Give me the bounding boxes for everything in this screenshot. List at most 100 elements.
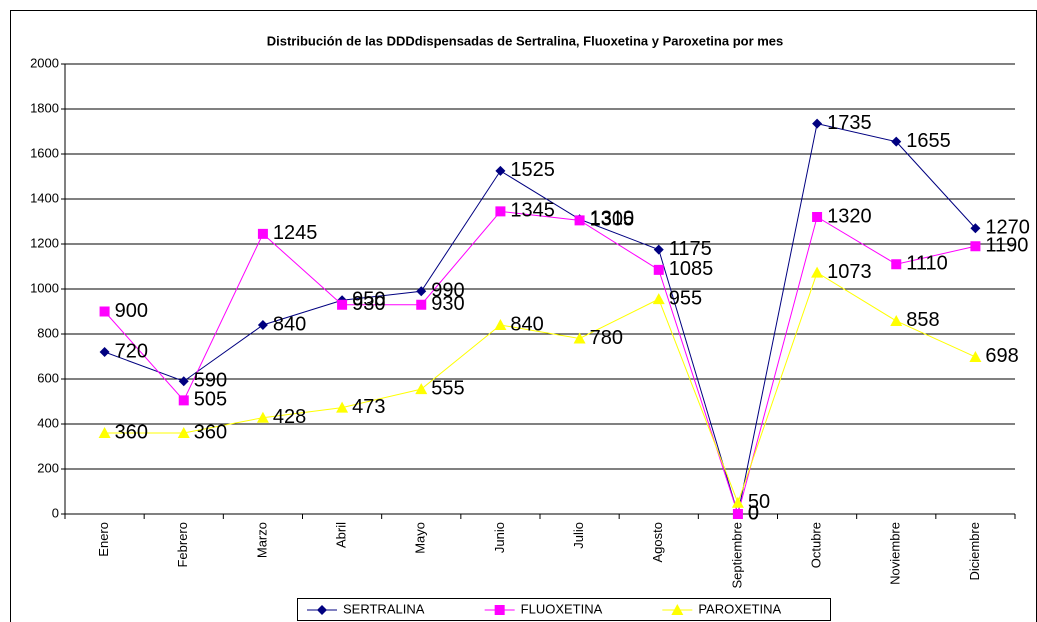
chart-title: Distribución de las DDDdispensadas de Se… — [267, 33, 784, 48]
series-line — [104, 210, 976, 516]
marker — [653, 264, 664, 275]
x-tick-label: Mayo — [413, 522, 428, 554]
legend-label: SERTRALINA — [343, 601, 425, 616]
y-tick-label: 1400 — [30, 190, 59, 205]
data-label: 1175 — [669, 238, 712, 260]
marker — [337, 299, 348, 310]
legend: SERTRALINA FLUOXETINA PAROXETINA — [297, 598, 831, 621]
data-label: 780 — [590, 327, 623, 349]
marker — [891, 259, 902, 270]
data-label: 1305 — [590, 209, 635, 231]
marker — [890, 314, 903, 326]
data-label: 1190 — [985, 235, 1028, 257]
y-tick-label: 1600 — [30, 145, 59, 160]
data-label: 1085 — [669, 258, 714, 280]
marker — [891, 136, 902, 147]
marker — [177, 427, 190, 438]
data-label: 0 — [748, 502, 759, 524]
marker — [257, 228, 268, 239]
marker — [573, 332, 586, 344]
x-tick-label: Abril — [334, 522, 349, 548]
data-label: 698 — [985, 345, 1018, 367]
data-label: 1320 — [827, 205, 872, 227]
marker — [178, 376, 189, 387]
legend-marker — [317, 605, 327, 615]
x-tick-label: Junio — [492, 522, 507, 553]
data-label: 720 — [115, 340, 148, 362]
legend-label: PAROXETINA — [698, 601, 781, 616]
marker — [98, 427, 111, 438]
series-line — [104, 271, 976, 505]
y-tick-label: 200 — [37, 460, 59, 475]
data-label: 1655 — [906, 130, 951, 152]
data-label: 360 — [115, 421, 148, 443]
marker — [495, 206, 506, 217]
marker — [970, 241, 981, 252]
data-label: 1735 — [827, 112, 872, 134]
legend-marker — [494, 605, 505, 615]
marker — [812, 212, 823, 222]
legend-box — [297, 598, 831, 621]
legend-label: FLUOXETINA — [521, 601, 603, 616]
x-tick-label: Marzo — [254, 522, 269, 558]
data-label: 990 — [431, 280, 464, 302]
marker — [178, 395, 189, 406]
marker — [652, 293, 665, 305]
marker — [415, 383, 428, 395]
data-label: 840 — [273, 313, 306, 335]
marker — [256, 411, 269, 423]
data-label: 950 — [352, 289, 385, 311]
marker — [416, 299, 427, 310]
y-tick-label: 600 — [37, 370, 59, 385]
data-label: 930 — [431, 293, 464, 315]
y-tick-label: 1000 — [30, 280, 59, 295]
y-tick-label: 800 — [37, 325, 59, 340]
y-tick-label: 1800 — [30, 100, 59, 115]
x-tick-label: Agosto — [650, 522, 665, 562]
chart-border — [10, 10, 1037, 622]
marker — [99, 347, 110, 357]
data-label: 473 — [352, 396, 385, 418]
marker — [99, 306, 110, 317]
marker — [653, 244, 664, 255]
marker — [812, 118, 823, 129]
x-tick-label: Febrero — [175, 522, 190, 568]
x-tick-label: Julio — [571, 522, 586, 549]
marker — [731, 496, 744, 508]
data-label: 858 — [906, 309, 939, 331]
data-label: 0 — [748, 502, 759, 524]
data-label: 840 — [510, 313, 543, 335]
x-tick-label: Enero — [96, 522, 111, 557]
data-label: 1245 — [273, 222, 318, 244]
marker — [969, 350, 982, 362]
marker — [970, 223, 981, 234]
y-tick-label: 2000 — [30, 55, 59, 70]
data-label: 900 — [115, 300, 148, 322]
marker — [494, 319, 507, 330]
marker — [732, 509, 743, 519]
data-label: 1345 — [510, 200, 554, 222]
data-label: 1073 — [827, 261, 872, 283]
legend-marker — [671, 604, 684, 615]
y-tick-label: 0 — [52, 505, 59, 520]
data-label: 1310 — [590, 208, 635, 230]
marker — [574, 215, 585, 226]
data-label: 1270 — [985, 217, 1030, 239]
marker — [257, 320, 268, 330]
data-label: 1525 — [510, 159, 554, 181]
data-label: 955 — [669, 287, 702, 309]
marker — [811, 266, 824, 278]
data-label: 590 — [194, 370, 227, 392]
y-tick-label: 400 — [37, 415, 59, 430]
data-label: 360 — [194, 421, 227, 443]
marker — [416, 286, 427, 297]
data-label: 505 — [194, 389, 227, 411]
data-label: 50 — [748, 491, 770, 513]
data-label: 428 — [273, 406, 306, 428]
data-label: 1110 — [906, 253, 948, 275]
marker — [336, 401, 349, 413]
marker — [495, 165, 506, 176]
x-tick-label: Noviembre — [888, 522, 903, 585]
x-tick-label: Octubre — [809, 522, 824, 568]
